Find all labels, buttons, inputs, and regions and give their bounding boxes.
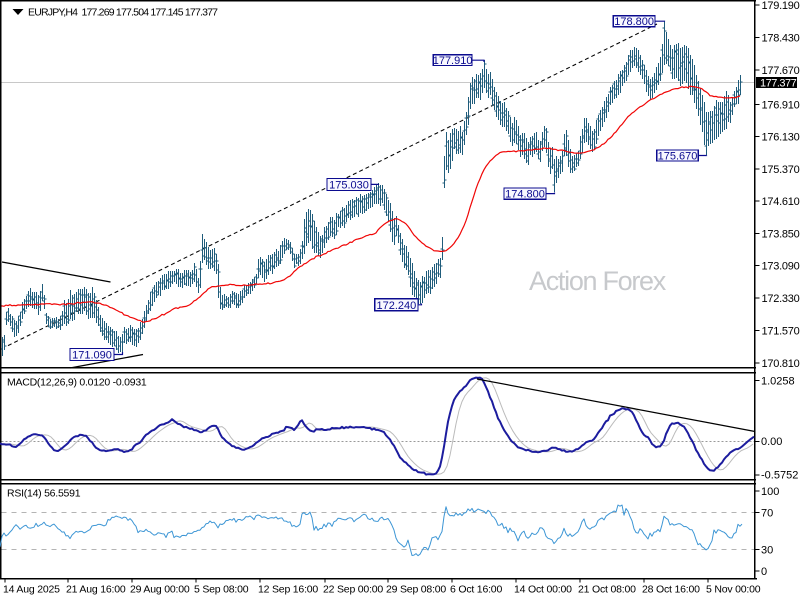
svg-text:173.850: 173.850	[762, 228, 800, 240]
svg-text:176.130: 176.130	[762, 131, 800, 143]
svg-text:100: 100	[761, 486, 779, 498]
svg-text:5 Nov 00:00: 5 Nov 00:00	[706, 584, 761, 596]
svg-text:21 Aug 16:00: 21 Aug 16:00	[66, 584, 126, 596]
svg-text:173.090: 173.090	[762, 260, 800, 272]
svg-text:178.800: 178.800	[614, 16, 654, 28]
svg-text:28 Oct 16:00: 28 Oct 16:00	[642, 584, 700, 596]
svg-text:-0.5752: -0.5752	[761, 470, 798, 482]
svg-text:176.910: 176.910	[762, 99, 800, 111]
svg-text:14 Oct 00:00: 14 Oct 00:00	[514, 584, 572, 596]
svg-text:179.190: 179.190	[762, 0, 800, 12]
svg-text:177.670: 177.670	[762, 65, 800, 77]
svg-text:170.810: 170.810	[762, 358, 800, 370]
svg-text:29 Sep 08:00: 29 Sep 08:00	[386, 584, 446, 596]
svg-text:172.330: 172.330	[762, 293, 800, 305]
svg-text:EURJPY,H4 177.269 177.504 177: EURJPY,H4 177.269 177.504 177.145 177.37…	[28, 7, 218, 19]
svg-text:22 Sep 00:00: 22 Sep 00:00	[323, 584, 383, 596]
svg-text:5 Sep 08:00: 5 Sep 08:00	[194, 584, 249, 596]
svg-text:12 Sep 16:00: 12 Sep 16:00	[258, 584, 318, 596]
svg-text:21 Oct 08:00: 21 Oct 08:00	[578, 584, 636, 596]
svg-text:177.377: 177.377	[760, 77, 797, 89]
svg-text:174.800: 174.800	[505, 189, 545, 201]
svg-text:0: 0	[761, 566, 767, 578]
svg-text:175.370: 175.370	[762, 164, 800, 176]
svg-text:14 Aug 2025: 14 Aug 2025	[3, 584, 60, 596]
svg-text:172.240: 172.240	[377, 300, 417, 312]
svg-text:6 Oct 16:00: 6 Oct 16:00	[450, 584, 502, 596]
svg-text:171.090: 171.090	[72, 350, 112, 362]
svg-text:RSI(14) 56.5591: RSI(14) 56.5591	[7, 488, 81, 500]
svg-text:MACD(12,26,9) 0.0120 -0.0931: MACD(12,26,9) 0.0120 -0.0931	[7, 377, 147, 389]
svg-text:175.670: 175.670	[658, 151, 698, 163]
svg-text:30: 30	[761, 544, 773, 556]
svg-text:0.00: 0.00	[761, 436, 782, 448]
svg-text:174.610: 174.610	[762, 196, 800, 208]
svg-text:175.030: 175.030	[329, 179, 369, 191]
svg-text:177.910: 177.910	[433, 55, 473, 67]
svg-text:70: 70	[761, 508, 773, 520]
svg-text:171.570: 171.570	[762, 325, 800, 337]
svg-text:29 Aug 00:00: 29 Aug 00:00	[130, 584, 190, 596]
svg-text:Action Forex: Action Forex	[529, 266, 667, 296]
svg-text:178.430: 178.430	[762, 32, 800, 44]
svg-text:1.0258: 1.0258	[761, 376, 795, 388]
